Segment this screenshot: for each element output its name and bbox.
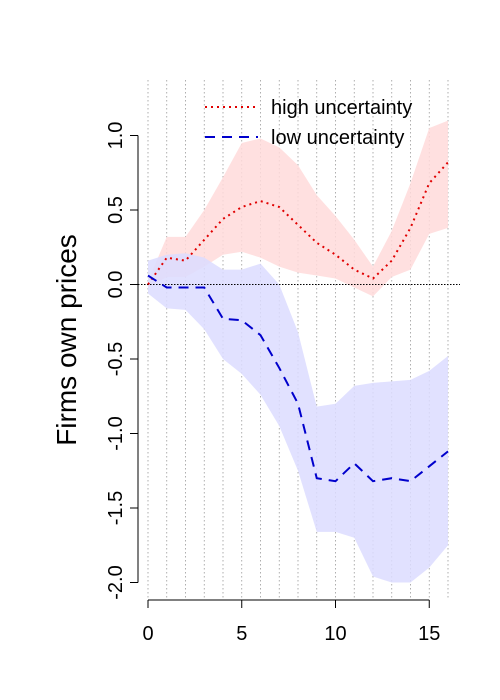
legend: high uncertainty low uncertainty	[205, 97, 412, 149]
confidence-band-low-uncertainty	[148, 253, 448, 583]
y-tick-label: 0.0	[105, 271, 127, 299]
y-tick-label: -0.5	[105, 342, 127, 376]
legend-label-low-uncertainty: low uncertainty	[271, 127, 404, 149]
y-tick-label: 0.5	[105, 196, 127, 224]
x-tick-label: 0	[142, 623, 153, 645]
series-line-low-uncertainty	[147, 274, 449, 483]
series-lines	[147, 161, 449, 483]
y-axis-label: Firms own prices	[51, 234, 82, 446]
y-tick-label: -1.0	[105, 416, 127, 450]
y-tick-label: -2.0	[105, 565, 127, 599]
confidence-bands	[148, 120, 448, 583]
y-tick-label: 1.0	[105, 122, 127, 150]
axes: -2.0 -1.5 -1.0 -0.5 0.0 0.5 1.0 0 5 10 15	[105, 122, 440, 645]
y-tick-label: -1.5	[105, 491, 127, 525]
x-tick-label: 10	[324, 623, 346, 645]
x-tick-label: 5	[236, 623, 247, 645]
confidence-band-high-uncertainty	[148, 120, 448, 297]
legend-label-high-uncertainty: high uncertainty	[271, 97, 412, 119]
x-tick-label: 15	[418, 623, 440, 645]
